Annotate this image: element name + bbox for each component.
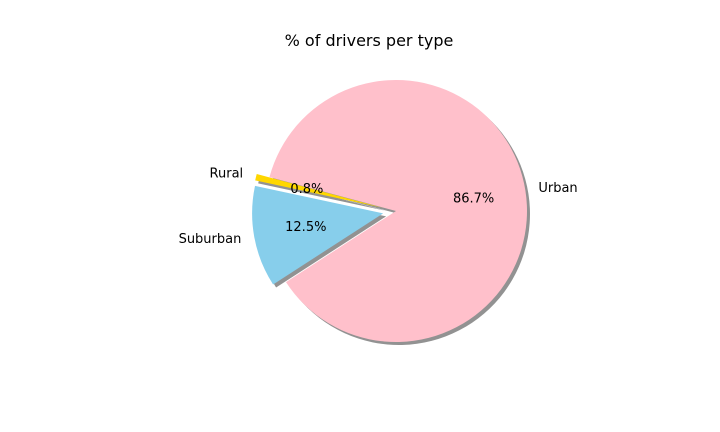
chart-title: % of drivers per type bbox=[285, 31, 454, 50]
slices bbox=[252, 80, 527, 342]
slice-label-rural: Rural bbox=[210, 167, 244, 182]
slice-label-suburban: Suburban bbox=[179, 232, 242, 247]
slice-suburban bbox=[252, 185, 384, 285]
slice-pct-urban: 86.7% bbox=[453, 191, 494, 206]
slice-label-urban: Urban bbox=[538, 181, 577, 196]
slice-rural bbox=[255, 174, 384, 208]
slice-urban bbox=[269, 80, 527, 342]
slice-labels: Rural 0.8% Suburban 12.5% Urban 86.7% bbox=[179, 167, 578, 247]
slice-pct-rural: 0.8% bbox=[290, 182, 323, 197]
slice-pct-suburban: 12.5% bbox=[285, 220, 326, 235]
